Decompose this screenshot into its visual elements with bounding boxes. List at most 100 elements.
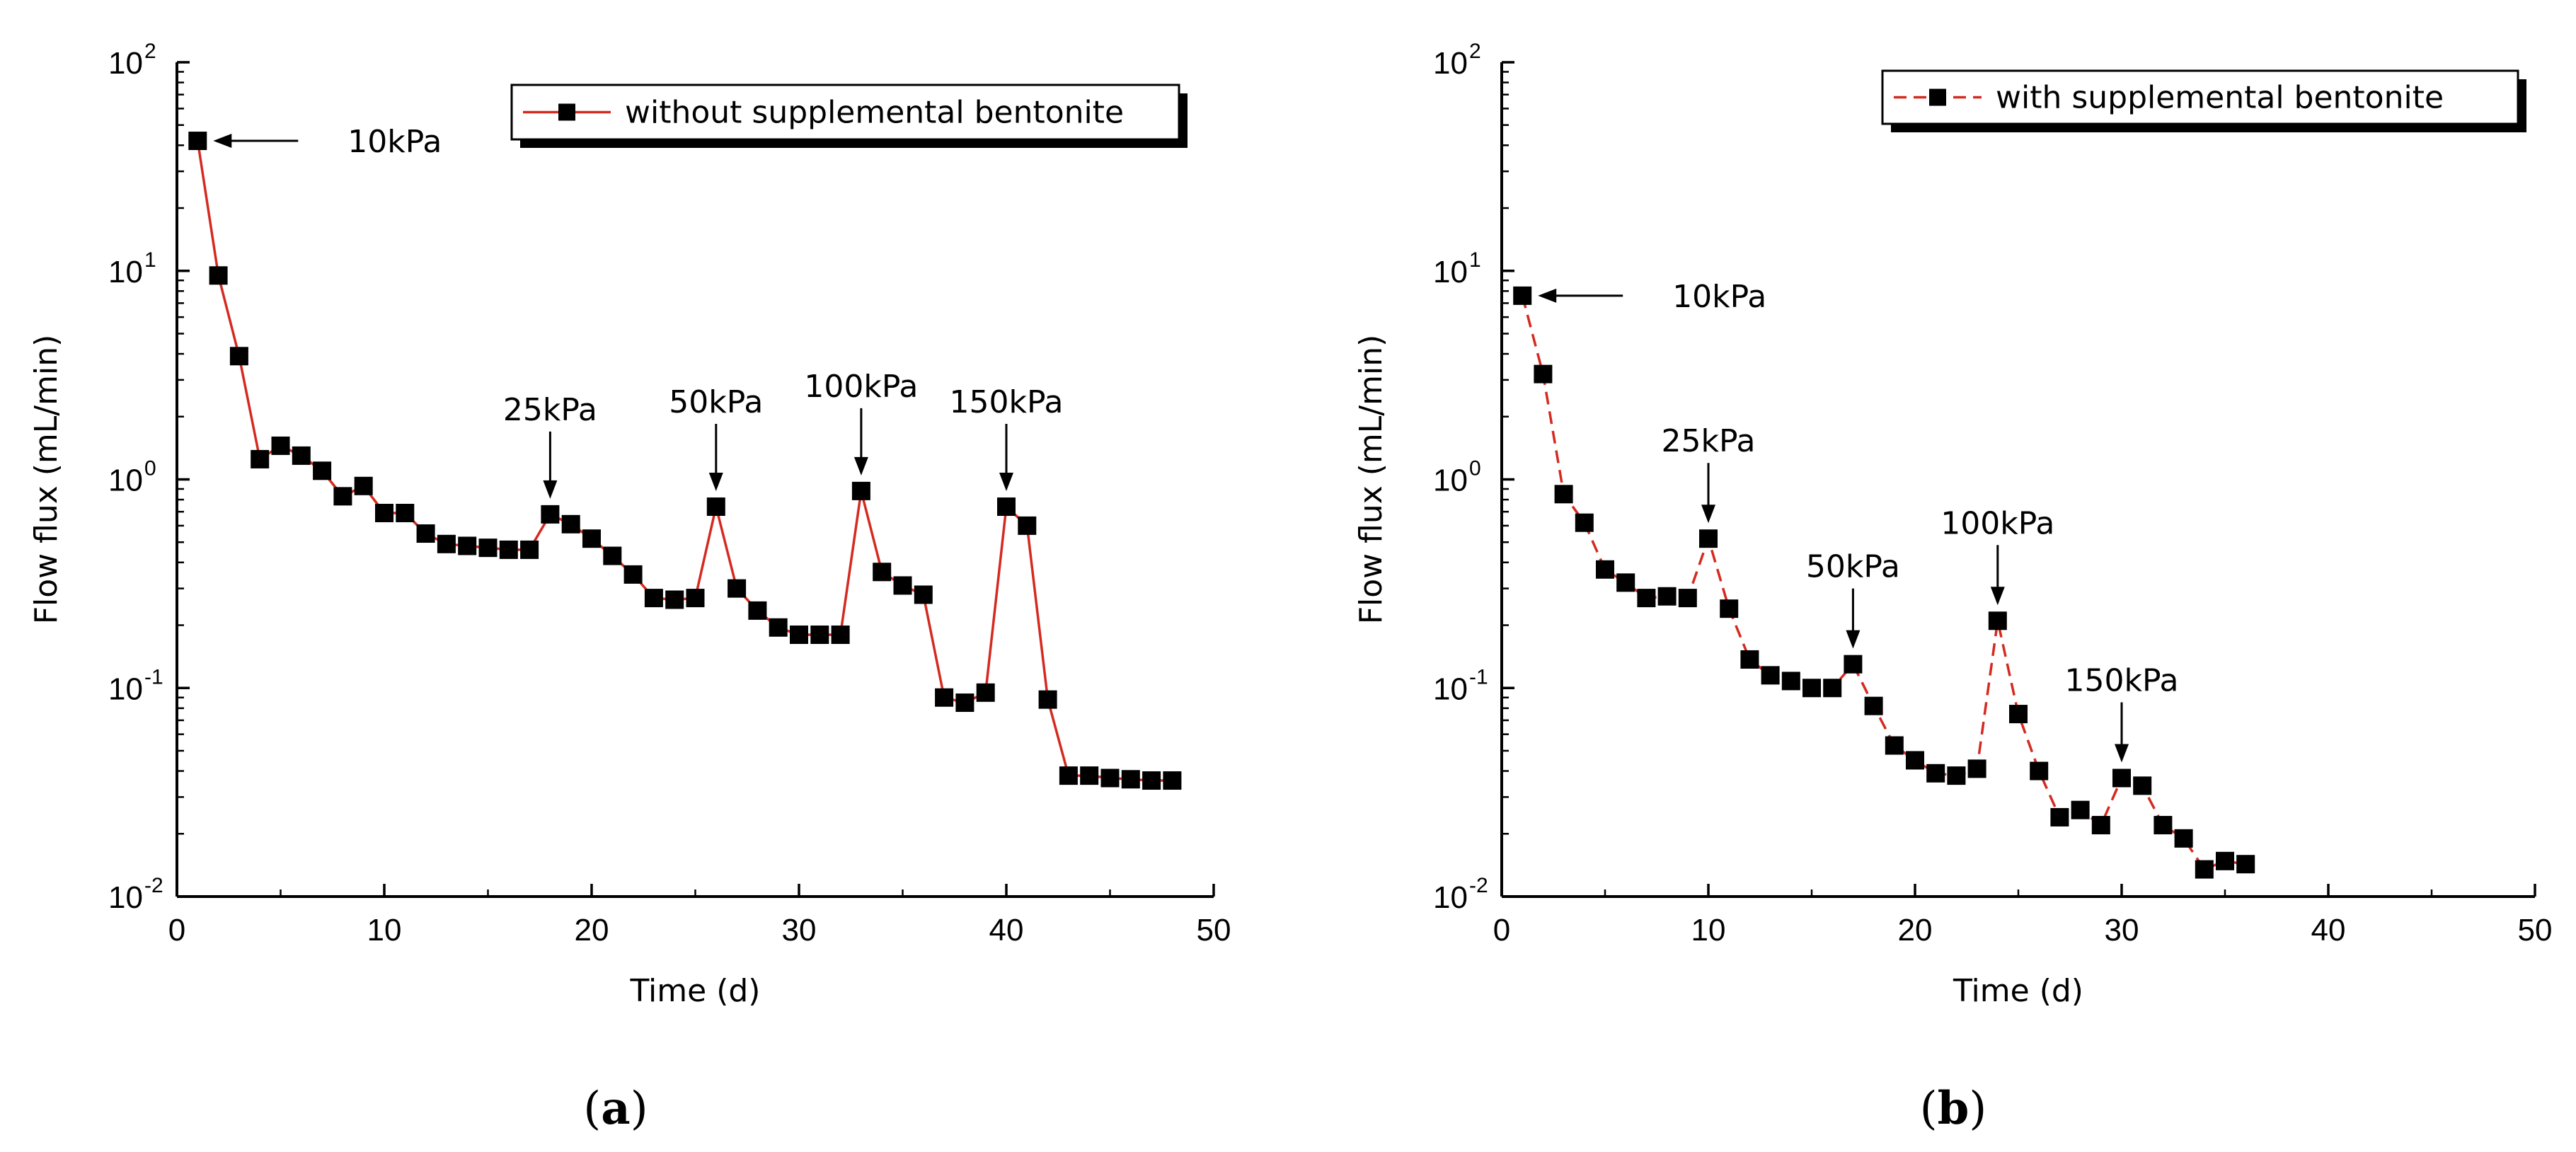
data-point bbox=[1637, 589, 1656, 608]
data-point bbox=[2216, 851, 2234, 870]
y-tick-exponent: -1 bbox=[1469, 665, 1488, 689]
x-tick-label: 50 bbox=[2518, 913, 2553, 947]
x-tick-label: 40 bbox=[2311, 913, 2346, 947]
legend-label: with supplemental bentonite bbox=[1996, 80, 2444, 116]
data-point bbox=[1699, 529, 1718, 548]
legend-marker bbox=[558, 103, 575, 121]
data-point bbox=[2112, 768, 2131, 788]
annotation-arrowhead bbox=[708, 473, 723, 492]
data-point bbox=[313, 461, 332, 480]
data-point bbox=[1906, 751, 1924, 770]
legend-box bbox=[510, 83, 1180, 141]
annotation-label: 150kPa bbox=[950, 384, 1064, 420]
data-point bbox=[810, 626, 829, 645]
data-point bbox=[478, 538, 498, 558]
annotation-label: 100kPa bbox=[804, 369, 918, 405]
data-point bbox=[851, 481, 870, 500]
x-tick-label: 0 bbox=[1493, 913, 1510, 947]
data-point bbox=[1864, 696, 1883, 715]
x-tick-label: 30 bbox=[782, 913, 817, 947]
data-point bbox=[1018, 516, 1037, 535]
panel-label-b: (b) bbox=[1920, 1082, 1987, 1135]
data-point bbox=[2071, 800, 2090, 819]
data-point bbox=[2236, 855, 2255, 874]
data-point bbox=[437, 534, 456, 553]
data-point bbox=[2030, 761, 2049, 781]
data-point bbox=[1947, 766, 1966, 785]
y-tick-label: 10 bbox=[1433, 672, 1468, 706]
data-point bbox=[976, 683, 995, 702]
y-tick-label: 10 bbox=[108, 880, 143, 915]
y-tick-exponent: 1 bbox=[144, 248, 156, 272]
data-point bbox=[1740, 650, 1759, 669]
annotation-arrowhead bbox=[1538, 288, 1557, 303]
data-point bbox=[1657, 587, 1677, 606]
y-tick-label: 10 bbox=[1433, 463, 1468, 498]
data-point bbox=[893, 576, 912, 595]
data-point bbox=[2195, 860, 2214, 879]
data-point bbox=[582, 529, 601, 548]
annotation-label: 100kPa bbox=[1940, 505, 2054, 541]
data-point bbox=[790, 626, 808, 645]
data-point bbox=[1802, 679, 1821, 698]
y-tick-label: 10 bbox=[1433, 46, 1468, 81]
data-point bbox=[520, 540, 539, 559]
y-axis-title: Flow flux (mL/min) bbox=[1353, 335, 1389, 625]
data-point bbox=[665, 590, 684, 609]
data-point bbox=[2174, 829, 2193, 848]
y-tick-label: 10 bbox=[108, 255, 143, 289]
x-tick-label: 50 bbox=[1197, 913, 1231, 947]
x-tick-label: 0 bbox=[168, 913, 185, 947]
annotation-arrowhead bbox=[213, 134, 232, 149]
data-point bbox=[188, 132, 207, 151]
y-tick-label: 10 bbox=[108, 463, 143, 498]
data-point bbox=[1575, 513, 1594, 532]
data-point bbox=[1988, 611, 2007, 630]
data-point bbox=[1844, 655, 1863, 674]
data-point bbox=[728, 579, 747, 598]
data-point bbox=[1100, 768, 1120, 788]
annotation-arrowhead bbox=[2115, 744, 2129, 763]
data-point bbox=[1616, 573, 1635, 592]
legend-label: without supplemental bentonite bbox=[625, 95, 1124, 131]
x-tick-label: 10 bbox=[1691, 913, 1726, 947]
annotation-arrowhead bbox=[1701, 505, 1715, 524]
data-point bbox=[333, 487, 352, 506]
data-point bbox=[1059, 766, 1078, 785]
data-point bbox=[1080, 766, 1099, 785]
data-point bbox=[209, 266, 228, 285]
data-point bbox=[416, 524, 435, 543]
annotation-arrowhead bbox=[999, 473, 1013, 492]
data-point bbox=[1678, 589, 1697, 608]
data-point bbox=[1823, 679, 1842, 698]
data-point bbox=[375, 503, 393, 522]
data-point bbox=[292, 446, 311, 465]
data-point bbox=[686, 589, 705, 608]
series-line bbox=[196, 140, 1173, 782]
data-point bbox=[644, 589, 663, 608]
data-point bbox=[1781, 672, 1800, 691]
data-point bbox=[396, 503, 415, 522]
x-tick-label: 10 bbox=[367, 913, 402, 947]
data-point bbox=[499, 540, 518, 559]
data-point bbox=[1163, 771, 1182, 790]
y-tick-label: 10 bbox=[1433, 880, 1468, 915]
data-point bbox=[955, 693, 974, 713]
annotation-label: 150kPa bbox=[2065, 663, 2179, 699]
data-point bbox=[354, 476, 373, 495]
x-axis-title: Time (d) bbox=[630, 973, 761, 1009]
x-axis-title: Time (d) bbox=[1953, 973, 2083, 1009]
annotation-label: 25kPa bbox=[503, 392, 597, 428]
data-point bbox=[997, 497, 1016, 517]
legend-box bbox=[1881, 69, 2519, 125]
x-tick-label: 30 bbox=[2105, 913, 2139, 947]
y-tick-exponent: 2 bbox=[1469, 40, 1481, 63]
annotation-label: 50kPa bbox=[1806, 549, 1900, 585]
y-tick-exponent: -2 bbox=[144, 874, 163, 897]
data-point bbox=[458, 536, 477, 555]
y-tick-exponent: -1 bbox=[144, 665, 163, 689]
panel-label-a: (a) bbox=[583, 1082, 648, 1135]
x-tick-label: 40 bbox=[989, 913, 1024, 947]
